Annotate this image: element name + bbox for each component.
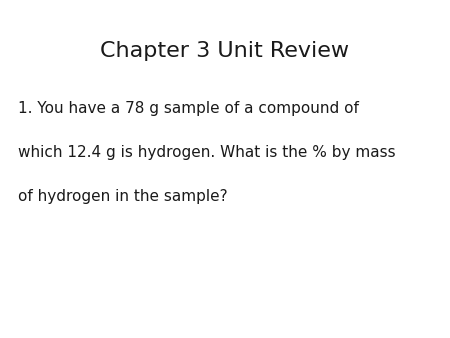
Text: which 12.4 g is hydrogen. What is the % by mass: which 12.4 g is hydrogen. What is the % … <box>18 145 396 160</box>
Text: of hydrogen in the sample?: of hydrogen in the sample? <box>18 189 228 204</box>
Text: Chapter 3 Unit Review: Chapter 3 Unit Review <box>100 41 350 61</box>
Text: 1. You have a 78 g sample of a compound of: 1. You have a 78 g sample of a compound … <box>18 101 359 116</box>
